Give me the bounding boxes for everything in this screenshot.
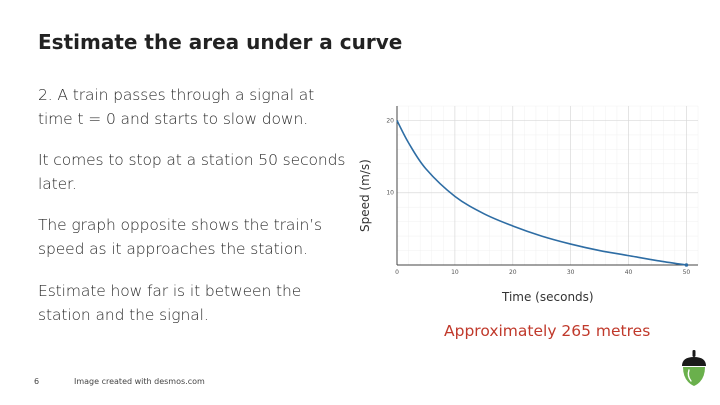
answer-text: Approximately 265 metres	[444, 322, 651, 340]
x-tick-label: 40	[625, 269, 633, 276]
acorn-logo-icon	[682, 350, 706, 386]
task-text: Estimate how far is it between the stati…	[38, 282, 302, 324]
page-number: 6	[34, 377, 40, 386]
x-tick-label: 0	[395, 269, 399, 276]
x-tick-label: 10	[451, 269, 459, 276]
x-tick-label: 20	[509, 269, 517, 276]
curve-end-point	[684, 263, 689, 267]
question-text: 2. A train passes through a signal at ti…	[38, 86, 315, 128]
stop-text: It comes to stop at a station 50 seconds…	[38, 151, 346, 193]
x-tick-label: 50	[683, 269, 691, 276]
image-credit: Image created with desmos.com	[74, 377, 205, 386]
graph-description-text: The graph opposite shows the train’s spe…	[38, 216, 322, 258]
y-axis-label: Speed (m/s)	[358, 159, 372, 232]
speed-curve	[396, 120, 687, 266]
x-axis-label: Time (seconds)	[502, 290, 594, 304]
slide-title: Estimate the area under a curve	[38, 30, 403, 54]
x-tick-label: 30	[567, 269, 575, 276]
y-tick-label: 20	[386, 117, 394, 124]
y-tick-label: 10	[386, 190, 394, 197]
speed-time-graph: 0 10 20 30 40 50 10 20	[386, 105, 699, 276]
